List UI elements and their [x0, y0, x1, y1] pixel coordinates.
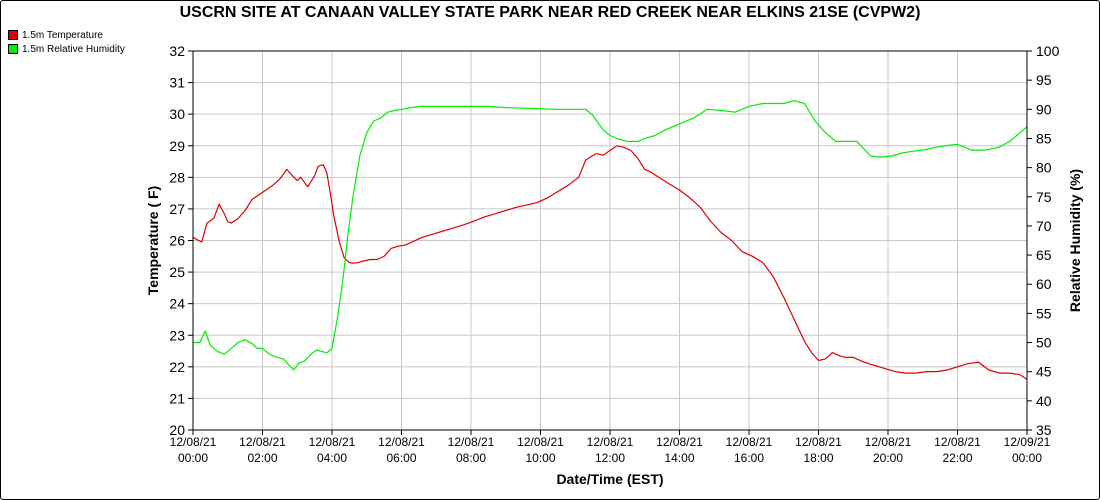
x-tick-date: 12/08/21: [656, 435, 703, 449]
x-tick-time: 10:00: [525, 451, 555, 465]
legend-swatch-humidity: [8, 44, 18, 54]
y-tick-label: 29: [169, 138, 185, 154]
x-tick-time: 00:00: [1012, 451, 1042, 465]
x-tick-date: 12/08/21: [448, 435, 495, 449]
y-tick-label: 27: [169, 201, 185, 217]
legend-item-humidity: 1.5m Relative Humidity: [8, 42, 125, 56]
x-tick-time: 06:00: [386, 451, 416, 465]
legend-item-temperature: 1.5m Temperature: [8, 28, 125, 42]
y-tick-label: 30: [169, 106, 185, 122]
x-tick-time: 14:00: [664, 451, 694, 465]
x-tick-time: 22:00: [942, 451, 972, 465]
y2-tick-label: 95: [1036, 72, 1052, 88]
y2-tick-label: 90: [1036, 101, 1052, 117]
x-tick-time: 02:00: [247, 451, 277, 465]
x-tick-time: 04:00: [317, 451, 347, 465]
y-tick-label: 24: [169, 296, 185, 312]
x-tick-date: 12/08/21: [865, 435, 912, 449]
y2-tick-label: 50: [1036, 335, 1052, 351]
x-tick-time: 20:00: [873, 451, 903, 465]
y-tick-label: 25: [169, 264, 185, 280]
y2-tick-label: 35: [1036, 422, 1052, 438]
y-tick-label: 31: [169, 75, 185, 91]
y2-tick-label: 55: [1036, 305, 1052, 321]
x-tick-date: 12/08/21: [378, 435, 425, 449]
x-tick-date: 12/08/21: [587, 435, 634, 449]
legend: 1.5m Temperature 1.5m Relative Humidity: [8, 28, 125, 56]
y2-tick-label: 65: [1036, 247, 1052, 263]
x-tick-time: 16:00: [734, 451, 764, 465]
y2-tick-label: 100: [1036, 43, 1060, 59]
chart-title: USCRN SITE AT CANAAN VALLEY STATE PARK N…: [179, 4, 921, 21]
y2-tick-label: 45: [1036, 364, 1052, 380]
series-layer: [192, 99, 1028, 380]
y-tick-label: 26: [169, 233, 185, 249]
x-tick-date: 12/08/21: [934, 435, 981, 449]
x-tick-date: 12/08/21: [517, 435, 564, 449]
y2-tick-label: 75: [1036, 189, 1052, 205]
y2-tick-label: 80: [1036, 160, 1052, 176]
x-tick-time: 00:00: [178, 451, 208, 465]
legend-swatch-temperature: [8, 30, 18, 40]
x-tick-time: 18:00: [803, 451, 833, 465]
y-tick-label: 28: [169, 169, 185, 185]
y2-tick-label: 85: [1036, 130, 1052, 146]
x-tick-date: 12/08/21: [726, 435, 773, 449]
x-tick-date: 12/08/21: [309, 435, 356, 449]
y-axis-title-right: Relative Humidity (%): [1067, 169, 1083, 312]
legend-label-temperature: 1.5m Temperature: [22, 29, 103, 41]
x-tick-time: 08:00: [456, 451, 486, 465]
x-tick-date: 12/08/21: [795, 435, 842, 449]
x-tick-time: 12:00: [595, 451, 625, 465]
y2-tick-label: 60: [1036, 276, 1052, 292]
legend-label-humidity: 1.5m Relative Humidity: [22, 43, 125, 55]
x-tick-date: 12/08/21: [239, 435, 286, 449]
y-tick-label: 23: [169, 327, 185, 343]
humidity-line: [193, 99, 1028, 371]
y2-tick-label: 40: [1036, 393, 1052, 409]
y-tick-label: 22: [169, 359, 185, 375]
temperature-line: [192, 145, 1028, 380]
y2-tick-label: 70: [1036, 218, 1052, 234]
y-axis-title-left: Temperature ( F): [145, 186, 161, 295]
x-axis-title: Date/Time (EST): [556, 471, 663, 487]
x-tick-date: 12/09/21: [1004, 435, 1051, 449]
y-tick-label: 21: [169, 390, 185, 406]
tick-layer: 20 21 22 23 24 25 26 27 28 29 30 31 32 35 40 45 50 55 60 65…: [169, 43, 1059, 465]
x-tick-date: 12/08/21: [170, 435, 217, 449]
y-tick-label: 32: [169, 43, 185, 59]
y-tick-label: 20: [169, 422, 185, 438]
